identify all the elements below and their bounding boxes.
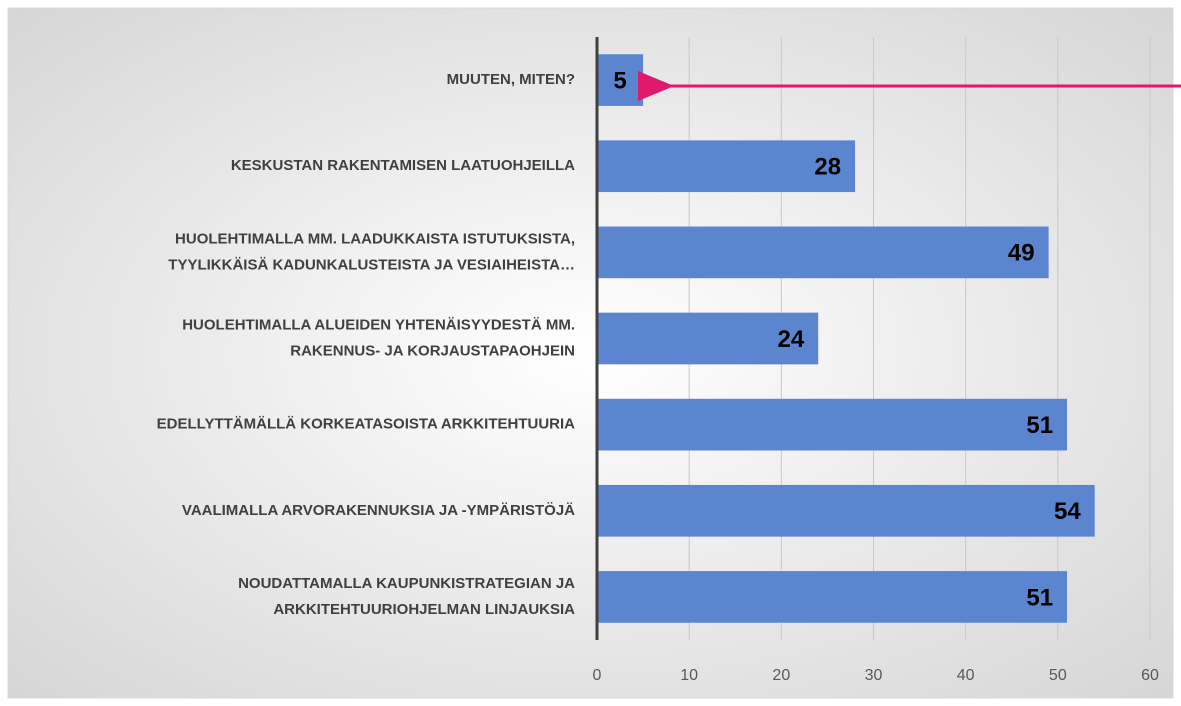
y-tick-label: HUOLEHTIMALLA ALUEIDEN YHTENÄISYYDESTÄ M… (182, 316, 575, 333)
y-tick-label: EDELLYTTÄMÄLLÄ KORKEATASOISTA ARKKITEHTU… (157, 416, 575, 433)
bar (597, 398, 1068, 451)
value-label: 24 (777, 326, 804, 353)
value-label: 28 (814, 154, 841, 181)
y-tick-label: KESKUSTAN RAKENTAMISEN LAATUOHJEILLA (231, 157, 575, 174)
x-tick-label: 0 (593, 667, 602, 684)
y-tick-label: MUUTEN, MITEN? (447, 71, 575, 88)
value-label: 51 (1026, 412, 1053, 439)
y-tick-label: NOUDATTAMALLA KAUPUNKISTRATEGIAN JA (238, 575, 575, 592)
x-tick-label: 30 (865, 667, 883, 684)
bar (597, 140, 856, 193)
x-tick-label: 20 (772, 667, 790, 684)
x-tick-label: 10 (680, 667, 698, 684)
value-label: 54 (1054, 498, 1081, 525)
x-tick-label: 60 (1141, 667, 1159, 684)
value-label: 5 (613, 67, 626, 94)
y-tick-label: RAKENNUS- JA KORJAUSTAPAOHJEIN (290, 342, 575, 359)
y-tick-label: VAALIMALLA ARVORAKENNUKSIA JA -YMPÄRISTÖ… (182, 502, 575, 519)
bar (597, 484, 1095, 537)
y-tick-label: TYYLIKKÄISÄ KADUNKALUSTEISTA JA VESIAIHE… (168, 256, 575, 273)
value-label: 49 (1008, 240, 1035, 267)
bar (597, 54, 644, 106)
value-label: 51 (1026, 584, 1053, 611)
y-tick-label: ARKKITEHTUURIOHJELMAN LINJAUKSIA (273, 601, 575, 618)
bar (597, 226, 1049, 279)
x-tick-label: 40 (957, 667, 975, 684)
bar (597, 312, 819, 365)
bar (597, 571, 1068, 623)
y-tick-label: HUOLEHTIMALLA MM. LAADUKKAISTA ISTUTUKSI… (175, 230, 575, 247)
x-tick-label: 50 (1049, 667, 1067, 684)
